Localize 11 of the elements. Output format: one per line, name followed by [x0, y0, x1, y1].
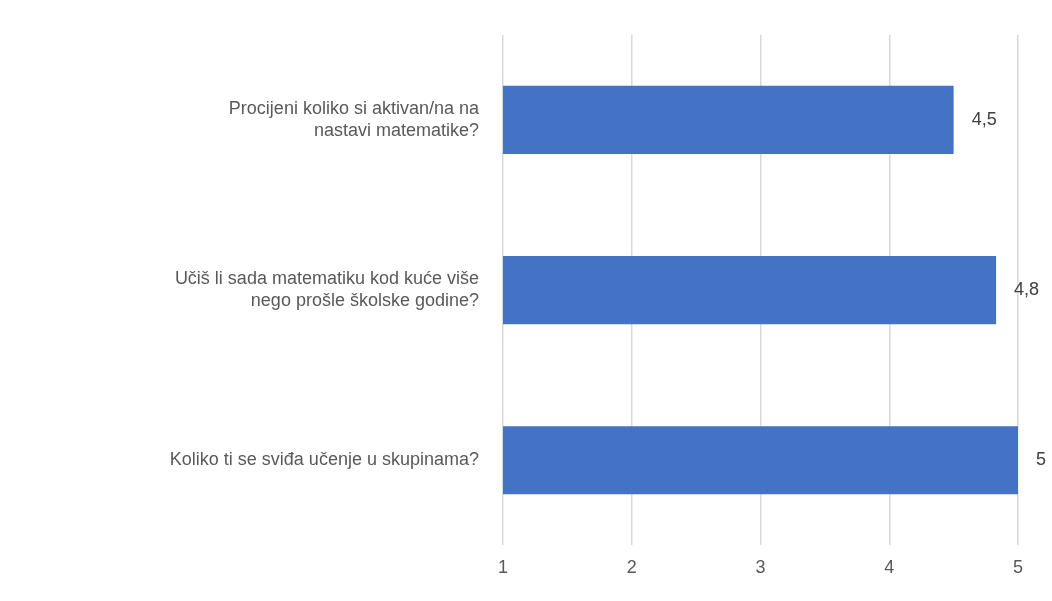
x-tick-label: 3 — [755, 557, 766, 578]
data-label: 4,5 — [971, 108, 997, 129]
data-label: 5 — [1036, 449, 1047, 470]
x-tick-label: 1 — [497, 557, 509, 578]
y-tick-label: Koliko ti se sviđa učenje u skupinama? — [169, 449, 479, 470]
x-tick-label: 2 — [626, 557, 637, 578]
x-tick-label: 5 — [1012, 557, 1024, 578]
y-tick-label: Procijeni koliko si aktivan/na na nastavi matematike? — [228, 98, 480, 140]
y-tick-label: Učiš li sada matematiku kod kuće više nego prošle školske godine? — [174, 268, 479, 310]
x-tick-label: 4 — [884, 557, 895, 578]
data-label: 4,8 — [1014, 279, 1040, 300]
